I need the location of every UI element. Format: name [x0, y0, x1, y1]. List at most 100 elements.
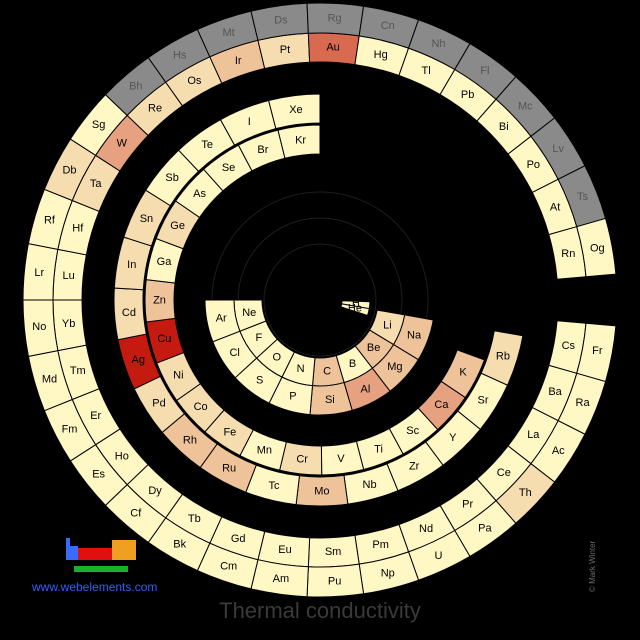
website-link[interactable]: www.webelements.com	[32, 580, 158, 594]
element-symbol: Ra	[576, 397, 591, 409]
element-symbol: Md	[42, 374, 57, 386]
element-cell[interactable]: Ca	[417, 380, 466, 431]
element-cell[interactable]: Ar	[204, 299, 241, 343]
element-symbol: Pr	[462, 499, 473, 511]
element-symbol: Ag	[131, 354, 144, 366]
element-symbol: V	[337, 453, 345, 465]
element-cell[interactable]: Rn	[548, 226, 587, 280]
element-symbol: Cn	[381, 20, 395, 32]
author-credit: © Mark Winter	[588, 540, 597, 592]
element-symbol: La	[527, 429, 540, 441]
element-cell[interactable]: Cr	[279, 441, 323, 476]
element-symbol: B	[349, 358, 356, 370]
element-symbol: Ir	[235, 55, 242, 67]
element-symbol: U	[435, 550, 443, 562]
element-symbol: Es	[92, 469, 105, 481]
element-cell[interactable]: Mo	[295, 474, 349, 507]
element-symbol: As	[193, 188, 206, 200]
element-cell[interactable]: Sm	[307, 534, 360, 568]
element-symbol: Rg	[328, 12, 342, 24]
element-symbol: Sr	[477, 394, 488, 406]
element-cell[interactable]: Og	[576, 217, 617, 278]
element-symbol: Mt	[223, 27, 235, 39]
element-cell[interactable]: Pu	[306, 563, 365, 598]
element-symbol: H	[352, 298, 360, 310]
element-symbol: Mg	[387, 361, 402, 373]
element-symbol: Ta	[90, 178, 103, 190]
element-symbol: Nd	[419, 523, 433, 535]
element-symbol: Mn	[257, 444, 272, 456]
element-symbol: Os	[187, 75, 202, 87]
element-cell[interactable]: Mn	[239, 429, 287, 471]
element-cell[interactable]: No	[22, 299, 59, 357]
element-symbol: W	[117, 137, 128, 149]
element-symbol: Bi	[499, 121, 509, 133]
element-cell[interactable]: Xe	[268, 93, 321, 130]
element-cell[interactable]: Yb	[52, 299, 87, 352]
element-symbol: Rh	[183, 434, 197, 446]
element-cell[interactable]: Cn	[358, 5, 420, 49]
element-symbol: Ne	[242, 307, 256, 319]
element-symbol: Ru	[222, 462, 236, 474]
element-cell[interactable]: Ag	[117, 333, 161, 390]
element-symbol: Yb	[62, 318, 75, 330]
element-symbol: Og	[590, 243, 605, 255]
element-symbol: Pa	[478, 523, 492, 535]
element-cell[interactable]: Zn	[144, 279, 176, 323]
element-symbol: Rn	[561, 248, 575, 260]
element-symbol: Nh	[431, 38, 445, 50]
element-cell[interactable]: Rg	[306, 2, 365, 37]
element-symbol: Ho	[115, 450, 129, 462]
element-symbol: O	[273, 352, 282, 364]
element-symbol: F	[255, 332, 262, 344]
element-symbol: Xe	[289, 104, 302, 116]
element-cell[interactable]: Cm	[196, 542, 259, 590]
element-symbol: Pd	[152, 398, 165, 410]
element-symbol: Ti	[374, 443, 383, 455]
element-cell[interactable]: Si	[309, 381, 353, 416]
element-symbol: Ga	[157, 256, 173, 268]
element-cell[interactable]: Lr	[22, 243, 59, 301]
element-cell[interactable]: Sb	[145, 149, 200, 207]
element-symbol: Bh	[129, 80, 142, 92]
element-symbol: Ni	[173, 369, 183, 381]
element-cell[interactable]: Lu	[52, 248, 87, 301]
element-symbol: Gd	[231, 533, 246, 545]
element-symbol: Ar	[216, 312, 227, 324]
element-symbol: Ce	[497, 467, 511, 479]
element-symbol: Zr	[409, 461, 420, 473]
element-cell[interactable]: Au	[307, 32, 360, 66]
element-symbol: Pt	[280, 44, 290, 56]
element-symbol: Tl	[422, 65, 431, 77]
element-symbol: Pu	[328, 576, 341, 588]
element-cell[interactable]: Kr	[277, 124, 321, 159]
element-symbol: S	[256, 374, 263, 386]
element-symbol: Te	[201, 139, 213, 151]
element-symbol: Sm	[325, 546, 342, 558]
element-symbol: Si	[325, 394, 335, 406]
element-symbol: Cm	[220, 561, 237, 573]
element-symbol: Rf	[44, 214, 56, 226]
element-symbol: Re	[148, 103, 162, 115]
element-symbol: In	[127, 259, 136, 271]
element-symbol: Lu	[63, 270, 75, 282]
element-cell[interactable]: Cd	[113, 287, 147, 341]
element-symbol: Cf	[130, 507, 142, 519]
element-symbol: Tm	[70, 365, 86, 377]
element-symbol: Ts	[577, 191, 589, 203]
element-symbol: Fe	[223, 427, 236, 439]
element-symbol: Li	[383, 319, 392, 331]
element-symbol: Po	[527, 159, 540, 171]
webelements-logo	[66, 536, 138, 576]
element-symbol: Sb	[165, 172, 178, 184]
element-cell[interactable]: He	[340, 303, 370, 317]
element-symbol: Th	[519, 487, 532, 499]
element-cell[interactable]: V	[320, 440, 365, 476]
element-symbol: Ac	[552, 445, 565, 457]
element-symbol: Se	[222, 162, 235, 174]
element-symbol: Be	[367, 342, 380, 354]
element-symbol: Pm	[372, 539, 389, 551]
element-symbol: I	[248, 116, 251, 128]
element-symbol: He	[348, 303, 362, 315]
